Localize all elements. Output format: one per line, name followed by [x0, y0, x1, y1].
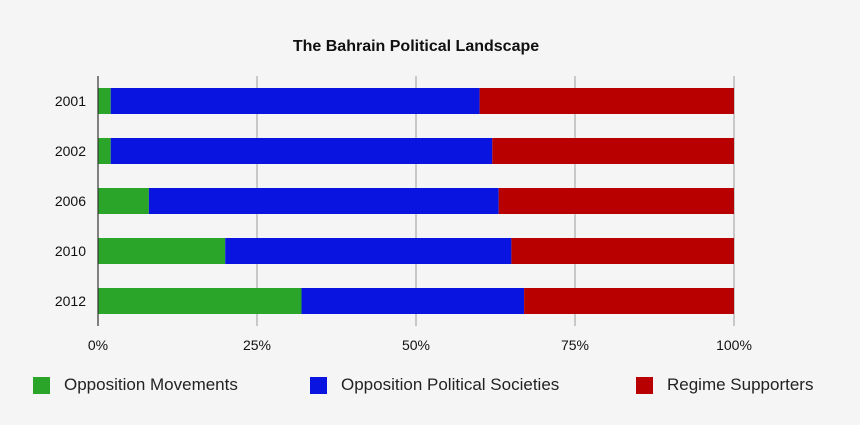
legend-swatch: [310, 376, 327, 394]
legend-label: Opposition Political Societies: [341, 375, 560, 394]
bar-segment: [498, 188, 734, 214]
bar-segment: [98, 288, 302, 314]
y-tick-label: 2006: [55, 193, 86, 209]
legend-label: Regime Supporters: [667, 375, 814, 394]
x-tick-label: 50%: [402, 337, 430, 353]
bar-segment: [524, 288, 734, 314]
bar-segment: [98, 88, 111, 114]
x-tick-label: 75%: [561, 337, 589, 353]
bar-segment: [110, 138, 493, 164]
y-tick-label: 2010: [55, 243, 86, 259]
x-tick-label: 25%: [243, 337, 271, 353]
bar-segment: [225, 238, 512, 264]
plot-area: 2001 2002 2006 2010 2012 0% 25% 50% 75% 100%: [55, 76, 752, 353]
x-tick-label: 100%: [716, 337, 752, 353]
bar-segment: [492, 138, 734, 164]
bar-segment: [110, 88, 480, 114]
legend-swatch: [33, 376, 50, 394]
bar-segment: [98, 188, 149, 214]
y-tick-label: 2012: [55, 293, 86, 309]
y-tick-label: 2001: [55, 93, 86, 109]
legend-item: Regime Supporters: [636, 372, 813, 398]
bar-segment: [148, 188, 499, 214]
x-tick-label: 0%: [88, 337, 108, 353]
legend-label: Opposition Movements: [64, 375, 238, 394]
legend-item: Opposition Political Societies: [310, 372, 559, 398]
bar-segment: [98, 138, 111, 164]
bar-segment: [98, 238, 226, 264]
legend: Opposition Movements Opposition Political…: [0, 372, 860, 402]
bar-segment: [511, 238, 734, 264]
bar-segment: [301, 288, 525, 314]
chart-title: The Bahrain Political Landscape: [292, 38, 540, 55]
y-tick-label: 2002: [55, 143, 86, 159]
legend-item: Opposition Movements: [33, 372, 238, 398]
bar-segment: [479, 88, 734, 114]
legend-swatch: [636, 376, 653, 394]
